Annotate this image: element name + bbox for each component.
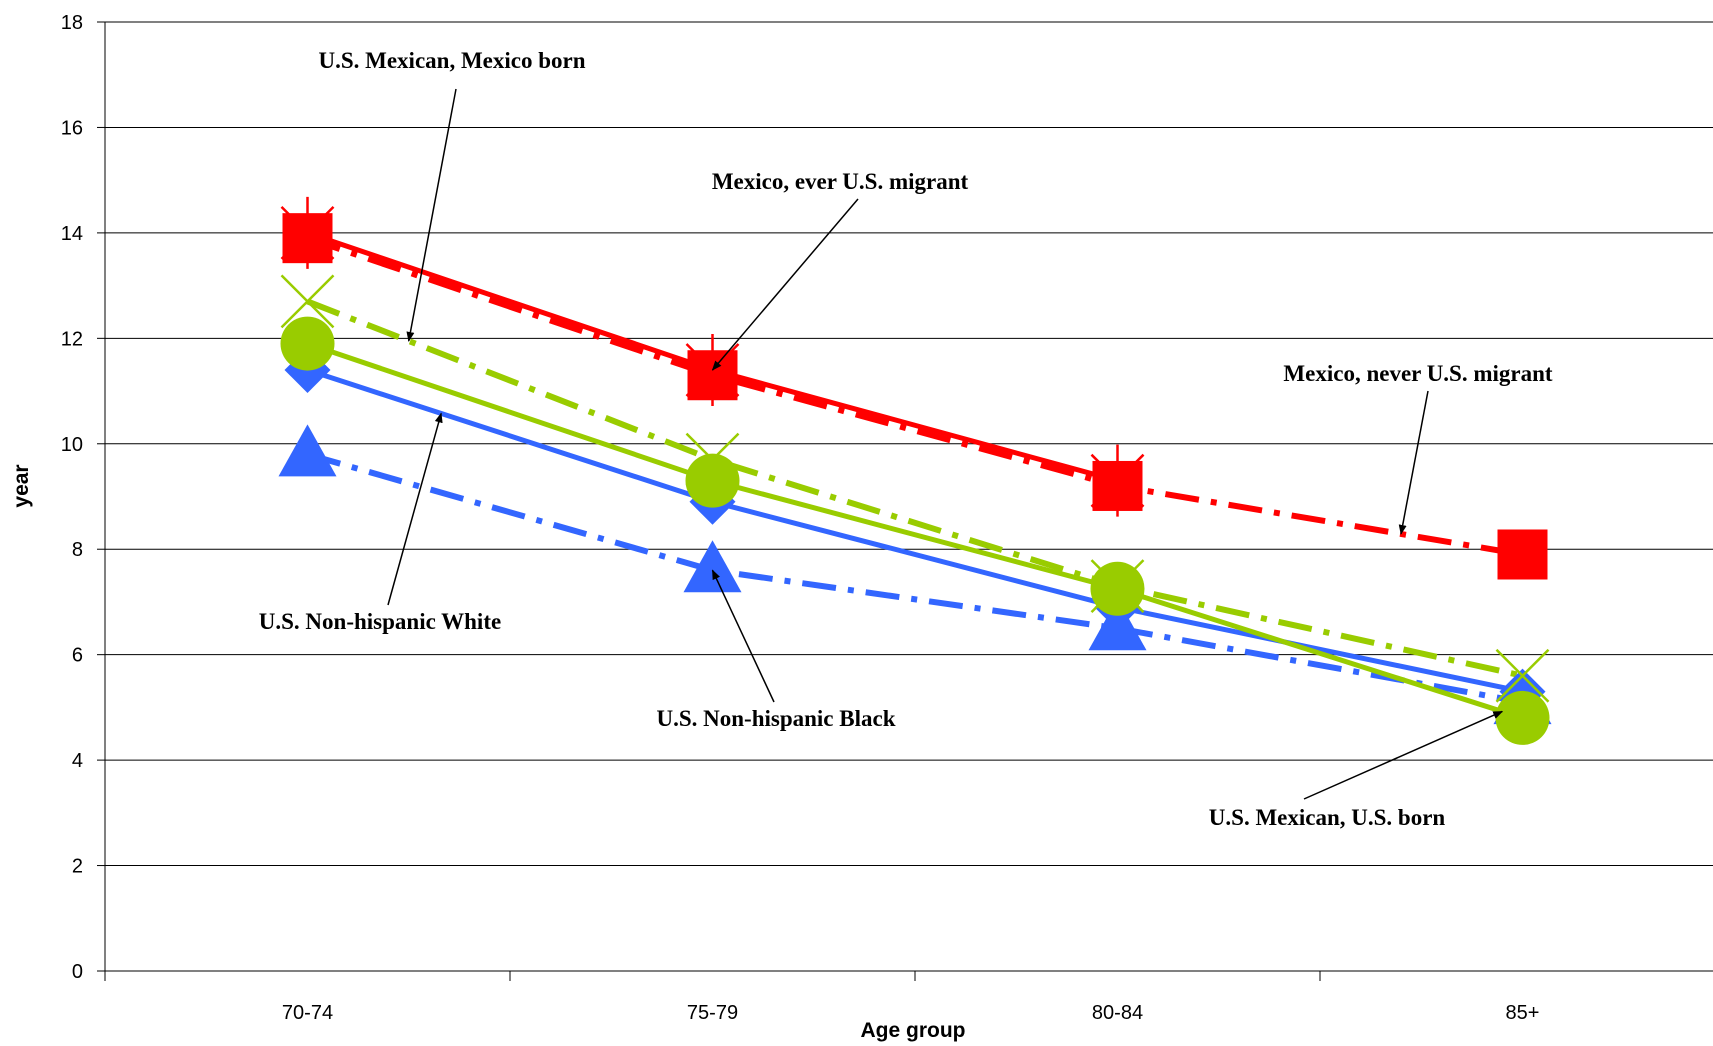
circle-marker <box>685 453 740 508</box>
triangle-marker <box>278 424 337 477</box>
y-tick-label: 10 <box>61 434 83 456</box>
annotations: U.S. Mexican, Mexico born Mexico, ever U.… <box>259 48 1553 830</box>
x-axis-title: Age group <box>861 1019 966 1042</box>
axes: 0 2 4 6 8 10 12 14 16 18 70-74 75-79 80-84 85+ <box>61 12 1713 1024</box>
annotation-label: U.S. Mexican, Mexico born <box>318 48 585 73</box>
x-marker <box>1495 648 1550 703</box>
y-tick-label: 12 <box>61 328 83 350</box>
series-line <box>306 367 1524 695</box>
y-tick-label: 16 <box>61 117 83 139</box>
series-lines <box>306 230 1524 721</box>
x-marker <box>280 274 335 329</box>
square-marker <box>1497 529 1548 580</box>
circle-marker <box>1090 561 1145 616</box>
series-line <box>306 451 1524 706</box>
series-markers <box>278 196 1552 745</box>
y-axis-title: year <box>10 464 33 507</box>
x-tick-label: 85+ <box>1506 1002 1540 1024</box>
x-marker <box>685 432 740 487</box>
circle-marker <box>1495 690 1550 745</box>
x-marker <box>1090 559 1145 614</box>
triangle-marker <box>1088 598 1147 651</box>
series-line <box>306 298 1524 679</box>
y-tick-label: 14 <box>61 223 83 245</box>
annotation-arrow <box>1303 710 1504 800</box>
circle-marker <box>280 316 335 371</box>
y-tick-label: 0 <box>72 961 83 983</box>
annotation-label: U.S. Non-hispanic White <box>259 609 501 634</box>
series-line <box>306 235 1524 558</box>
square-marker <box>1092 460 1143 511</box>
annotation-arrow <box>387 412 443 606</box>
annotation-arrow <box>711 198 859 371</box>
y-tick-label: 6 <box>72 645 83 667</box>
annotation-label: Mexico, ever U.S. migrant <box>712 169 969 194</box>
annotation-label: U.S. Mexican, U.S. born <box>1209 805 1446 830</box>
y-tick-label: 2 <box>72 856 83 878</box>
gridlines <box>105 21 1713 867</box>
annotation-arrow <box>711 569 775 703</box>
series-line <box>306 341 1524 721</box>
square-marker <box>282 213 333 264</box>
annotation-arrow <box>1398 390 1429 535</box>
y-tick-label: 8 <box>72 539 83 561</box>
annotation-arrow <box>406 88 457 342</box>
triangle-marker <box>683 540 742 593</box>
x-tick-label: 70-74 <box>282 1002 333 1024</box>
square-marker <box>687 350 738 401</box>
y-tick-label: 4 <box>72 750 83 772</box>
x-tick-label: 75-79 <box>687 1002 738 1024</box>
annotation-label: U.S. Non-hispanic Black <box>656 706 895 731</box>
y-tick-label: 18 <box>61 12 83 34</box>
annotation-label: Mexico, never U.S. migrant <box>1283 361 1552 386</box>
x-tick-label: 80-84 <box>1092 1002 1143 1024</box>
